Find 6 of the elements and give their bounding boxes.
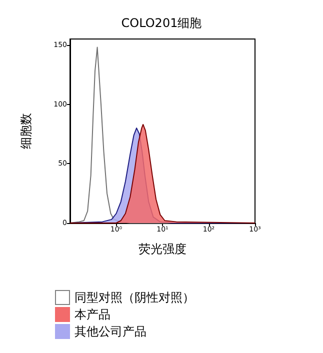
y-axis-title: 细胞数: [19, 113, 33, 149]
legend-label: 本产品: [74, 308, 110, 322]
legend-label: 其他公司产品: [74, 324, 146, 338]
chart-title: COLO201细胞: [121, 16, 202, 30]
legend-label: 同型对照（阴性对照）: [74, 290, 194, 304]
x-axis-title: 荧光强度: [138, 242, 186, 256]
